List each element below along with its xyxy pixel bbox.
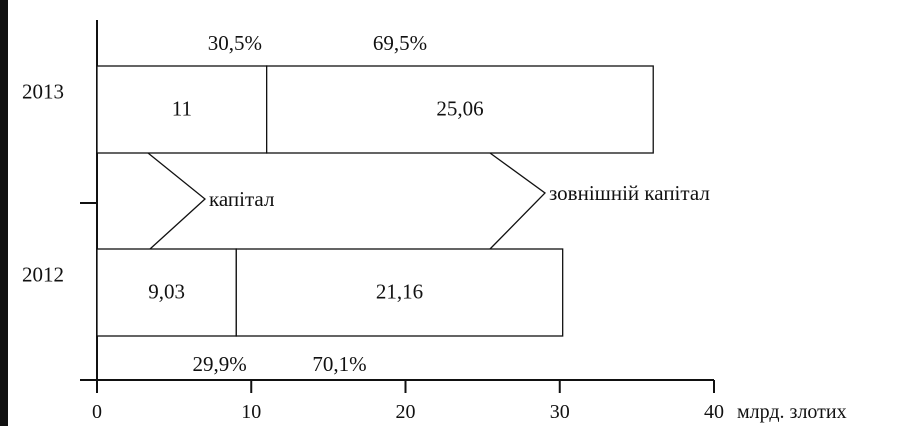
x-axis-ticks: 0 10 20 30 40 млрд. злотих	[92, 380, 847, 423]
y-category-label: 2012	[22, 262, 64, 286]
x-tick-label: 40	[704, 401, 724, 423]
bar-value-label: 11	[172, 96, 192, 120]
x-tick-label: 30	[550, 401, 570, 423]
x-tick-label: 20	[396, 401, 416, 423]
left-border	[0, 0, 8, 426]
bar-segment	[235, 248, 564, 337]
annotation-label: капітал	[209, 187, 274, 211]
bar-segment	[96, 248, 237, 337]
annotation-label: зовнішній капітал	[549, 181, 710, 205]
bar-segment	[96, 65, 268, 154]
bar-segment	[266, 65, 654, 154]
bar-value-label: 9,03	[148, 279, 185, 303]
callout-bracket	[489, 152, 546, 250]
percent-label: 29,9%	[193, 352, 247, 376]
x-tick-label: 10	[241, 401, 261, 423]
bar-value-label: 25,06	[436, 96, 483, 120]
percent-label: 69,5%	[373, 31, 427, 55]
x-tick-label: 0	[92, 401, 102, 423]
bar-value-label: 21,16	[376, 279, 423, 303]
bars-group: 2013 11 25,06 30,5% 69,5% 2012 9,03 21,16 29,9% 7…	[22, 31, 654, 376]
percent-label: 30,5%	[208, 31, 262, 55]
callouts-group: капітал зовнішній капітал	[147, 152, 710, 250]
percent-label: 70,1%	[312, 352, 366, 376]
x-axis-unit-label: млрд. злотих	[737, 401, 847, 423]
callout-bracket	[147, 152, 206, 250]
y-category-label: 2013	[22, 79, 64, 103]
